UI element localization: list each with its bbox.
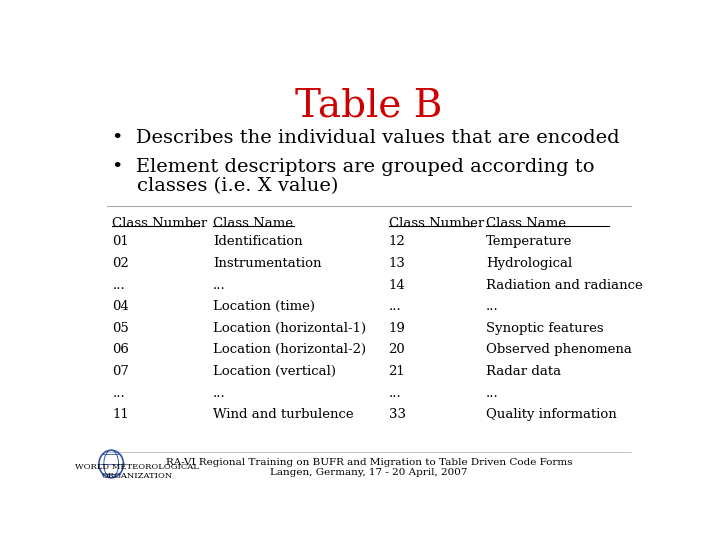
Text: Class Number: Class Number: [389, 217, 484, 230]
Text: classes (i.e. X value): classes (i.e. X value): [112, 177, 338, 195]
Text: 19: 19: [389, 322, 405, 335]
Text: Wind and turbulence: Wind and turbulence: [213, 408, 354, 421]
Text: Identification: Identification: [213, 235, 302, 248]
Text: Quality information: Quality information: [486, 408, 617, 421]
Text: Radar data: Radar data: [486, 365, 562, 378]
Text: Class Number: Class Number: [112, 217, 207, 230]
Text: ...: ...: [112, 387, 125, 400]
Text: ...: ...: [389, 300, 401, 313]
Text: 21: 21: [389, 365, 405, 378]
Text: ...: ...: [486, 300, 499, 313]
Text: Hydrological: Hydrological: [486, 257, 572, 270]
Text: Class Name: Class Name: [486, 217, 566, 230]
Text: 12: 12: [389, 235, 405, 248]
Text: •  Describes the individual values that are encoded: • Describes the individual values that a…: [112, 129, 620, 147]
Text: Radiation and radiance: Radiation and radiance: [486, 279, 643, 292]
Text: 04: 04: [112, 300, 129, 313]
Text: Synoptic features: Synoptic features: [486, 322, 604, 335]
Text: 13: 13: [389, 257, 405, 270]
Text: ...: ...: [389, 387, 401, 400]
Text: RA-VI Regional Training on BUFR and Migration to Table Driven Code Forms
Langen,: RA-VI Regional Training on BUFR and Migr…: [166, 458, 572, 477]
Text: 33: 33: [389, 408, 405, 421]
Text: 05: 05: [112, 322, 129, 335]
Text: Class Name: Class Name: [213, 217, 293, 230]
Text: ...: ...: [213, 387, 225, 400]
Text: 02: 02: [112, 257, 129, 270]
Text: Observed phenomena: Observed phenomena: [486, 343, 632, 356]
Text: 01: 01: [112, 235, 129, 248]
Text: Table B: Table B: [295, 87, 443, 125]
Text: ...: ...: [486, 387, 499, 400]
Text: Instrumentation: Instrumentation: [213, 257, 321, 270]
Text: Temperature: Temperature: [486, 235, 572, 248]
Text: 06: 06: [112, 343, 129, 356]
Text: 20: 20: [389, 343, 405, 356]
Text: 14: 14: [389, 279, 405, 292]
Text: Location (time): Location (time): [213, 300, 315, 313]
Text: 11: 11: [112, 408, 129, 421]
Text: 07: 07: [112, 365, 129, 378]
Text: Location (vertical): Location (vertical): [213, 365, 336, 378]
Text: Location (horizontal-2): Location (horizontal-2): [213, 343, 366, 356]
Text: ...: ...: [112, 279, 125, 292]
Text: ...: ...: [213, 279, 225, 292]
Text: •  Element descriptors are grouped according to: • Element descriptors are grouped accord…: [112, 158, 595, 177]
Text: WORLD METEOROLOGICAL
ORGANIZATION: WORLD METEOROLOGICAL ORGANIZATION: [76, 463, 199, 481]
Text: Location (horizontal-1): Location (horizontal-1): [213, 322, 366, 335]
